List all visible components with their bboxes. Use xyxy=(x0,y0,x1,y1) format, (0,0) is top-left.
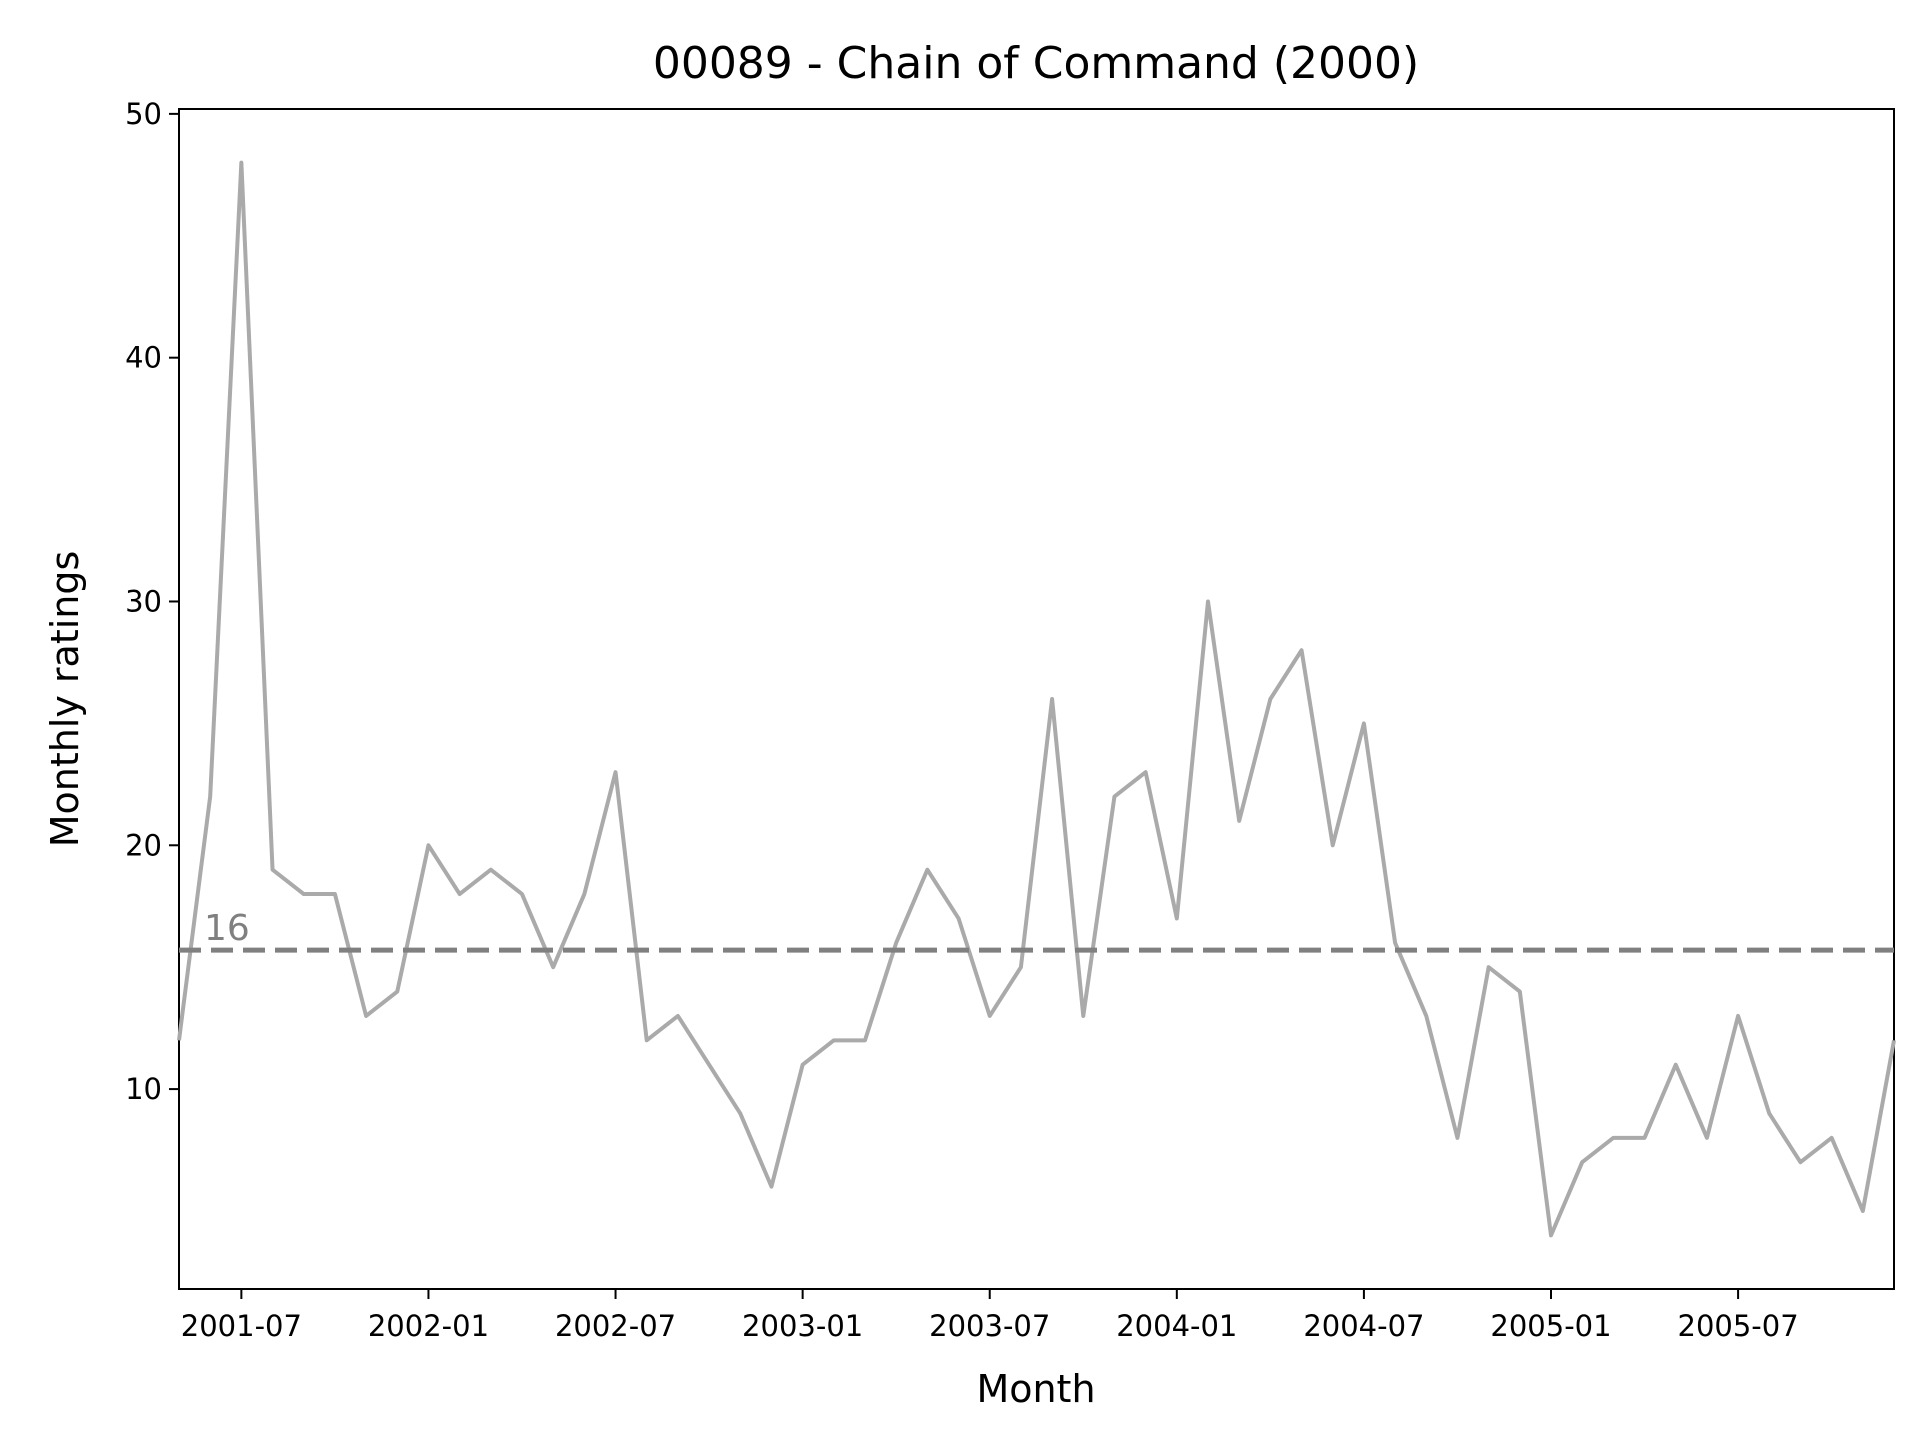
x-tick-label: 2001-07 xyxy=(181,1309,302,1343)
series-line xyxy=(177,160,1896,1238)
data-point xyxy=(614,770,618,774)
data-point xyxy=(738,1111,742,1115)
x-tick-label: 2004-07 xyxy=(1303,1309,1424,1343)
data-point xyxy=(1518,990,1522,994)
plot-area: 16 xyxy=(177,108,1896,1290)
data-point xyxy=(239,161,243,165)
x-tick-label: 2003-07 xyxy=(929,1309,1050,1343)
data-point xyxy=(769,1185,773,1189)
plot-frame xyxy=(178,108,1895,1290)
data-point xyxy=(1736,1014,1740,1018)
data-point xyxy=(458,892,462,896)
data-point xyxy=(894,941,898,945)
data-point xyxy=(177,1038,181,1042)
x-axis-label: Month xyxy=(976,1367,1095,1411)
reference-line-layer: 16 xyxy=(179,908,1894,953)
x-tick-label: 2002-01 xyxy=(368,1309,489,1343)
data-point xyxy=(1549,1233,1553,1237)
data-point xyxy=(520,892,524,896)
data-point xyxy=(1705,1136,1709,1140)
mean-line-label: 16 xyxy=(204,908,250,949)
data-point xyxy=(1019,965,1023,969)
data-point xyxy=(1175,916,1179,920)
x-axis: 2001-07 2002-01 2002-07 2003-01 2003-07 2004-… xyxy=(181,1289,1799,1343)
data-point xyxy=(426,843,430,847)
data-point xyxy=(957,916,961,920)
data-point xyxy=(582,892,586,896)
x-tick-label: 2005-07 xyxy=(1678,1309,1799,1343)
y-tick-label: 20 xyxy=(125,828,162,862)
data-point xyxy=(1674,1063,1678,1067)
data-point xyxy=(1580,1160,1584,1164)
data-point xyxy=(1424,1014,1428,1018)
y-axis-label: Monthly ratings xyxy=(43,551,87,848)
data-point xyxy=(489,868,493,872)
data-point xyxy=(1892,1038,1896,1042)
data-point xyxy=(1237,819,1241,823)
data-point xyxy=(1112,795,1116,799)
data-point xyxy=(551,965,555,969)
data-point xyxy=(1487,965,1491,969)
y-tick-label: 50 xyxy=(125,97,162,131)
data-point xyxy=(364,1014,368,1018)
data-point xyxy=(1393,941,1397,945)
y-tick-label: 40 xyxy=(125,341,162,375)
data-point xyxy=(707,1063,711,1067)
data-point xyxy=(676,1014,680,1018)
data-point xyxy=(302,892,306,896)
data-point xyxy=(1830,1136,1834,1140)
data-point xyxy=(333,892,337,896)
series-layer xyxy=(177,160,1896,1238)
data-point xyxy=(1144,770,1148,774)
data-point xyxy=(1611,1136,1615,1140)
data-point xyxy=(1861,1209,1865,1213)
data-point xyxy=(1081,1014,1085,1018)
data-point xyxy=(988,1014,992,1018)
data-point xyxy=(1643,1136,1647,1140)
data-point xyxy=(1767,1111,1771,1115)
chart-title: 00089 - Chain of Command (2000) xyxy=(653,38,1419,89)
data-point xyxy=(1300,648,1304,652)
x-tick-label: 2005-01 xyxy=(1490,1309,1611,1343)
x-tick-label: 2004-01 xyxy=(1116,1309,1237,1343)
data-point xyxy=(925,868,929,872)
data-point xyxy=(1206,599,1210,603)
x-tick-label: 2002-07 xyxy=(555,1309,676,1343)
data-point xyxy=(1362,721,1366,725)
y-tick-label: 30 xyxy=(125,584,162,618)
data-point xyxy=(801,1063,805,1067)
data-point xyxy=(1050,697,1054,701)
data-point xyxy=(1268,697,1272,701)
data-point xyxy=(1331,843,1335,847)
data-point xyxy=(863,1038,867,1042)
data-point xyxy=(645,1038,649,1042)
data-point xyxy=(1798,1160,1802,1164)
y-tick-label: 10 xyxy=(125,1072,162,1106)
data-point xyxy=(208,795,212,799)
data-point xyxy=(271,868,275,872)
data-point xyxy=(1455,1136,1459,1140)
data-point xyxy=(832,1038,836,1042)
x-tick-label: 2003-01 xyxy=(742,1309,863,1343)
y-axis: 10 20 30 40 50 xyxy=(125,97,179,1106)
data-point xyxy=(395,990,399,994)
